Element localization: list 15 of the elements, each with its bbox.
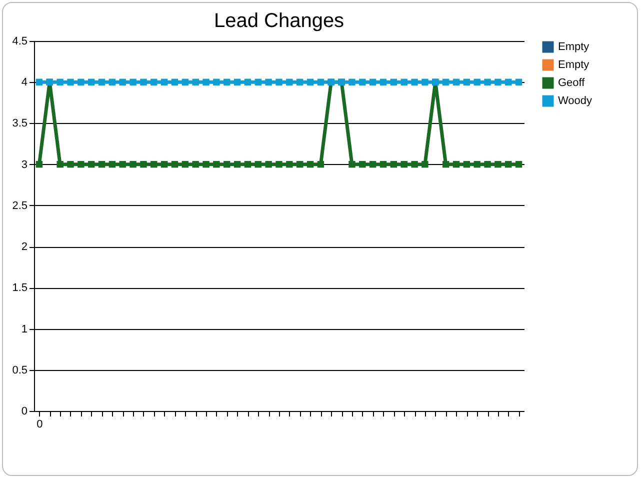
y-tick-label: 3.5 xyxy=(12,118,28,130)
y-tick-label: 4.5 xyxy=(12,36,28,48)
chart-title: Lead Changes xyxy=(214,10,344,32)
y-tick-label: 0.5 xyxy=(12,364,28,376)
y-tick-label: 1 xyxy=(21,323,28,336)
y-tick-label: 2 xyxy=(21,241,28,254)
legend-label: Woody xyxy=(558,95,593,107)
y-tick-label: 3 xyxy=(21,158,28,171)
y-tick-label: 4 xyxy=(21,76,28,89)
legend-label: Geoff xyxy=(558,77,586,89)
y-tick-label: 0 xyxy=(21,406,28,418)
y-tick-label: 2.5 xyxy=(12,200,28,212)
y-tick-label: 1.5 xyxy=(12,282,28,294)
legend-label: Empty xyxy=(558,59,590,71)
legend-label: Empty xyxy=(558,41,590,53)
